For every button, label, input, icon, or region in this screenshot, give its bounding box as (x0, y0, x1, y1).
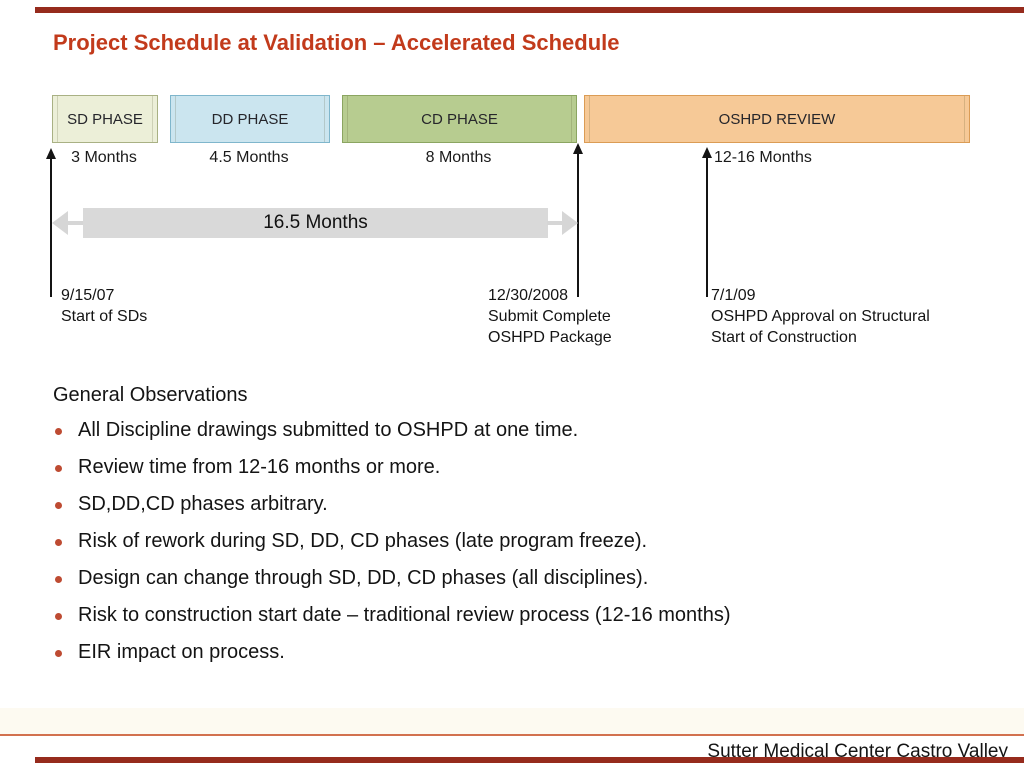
list-item: All Discipline drawings submitted to OSH… (53, 419, 953, 442)
bottom-accent-bar (35, 757, 1024, 763)
milestone-annotation-start-of-sds: 9/15/07 Start of SDs (61, 285, 147, 327)
milestone-line-start (50, 158, 52, 297)
phase-label-oshpd-review: OSHPD REVIEW (718, 110, 836, 128)
milestone-desc: Start of SDs (61, 308, 148, 325)
milestone-desc: Submit Complete (488, 308, 611, 325)
milestone-annotation-oshpd-approval: 7/1/09 OSHPD Approval on Structural Star… (711, 285, 930, 348)
milestone-line-approval (706, 157, 708, 297)
milestone-date: 9/15/07 (61, 287, 115, 304)
observations-heading: General Observations (53, 384, 248, 406)
phase-box-oshpd-review: OSHPD REVIEW (584, 95, 970, 143)
milestone-date: 12/30/2008 (488, 287, 569, 304)
phase-box-sd: SD PHASE (52, 95, 158, 143)
up-arrow-icon (573, 143, 583, 154)
phase-box-cd: CD PHASE (342, 95, 577, 143)
duration-label-sd: 3 Months (71, 149, 137, 166)
phase-label-dd: DD PHASE (211, 110, 289, 128)
left-arrowhead-icon (52, 211, 68, 235)
duration-label-cd: 8 Months (425, 149, 492, 166)
phase-label-sd: SD PHASE (67, 110, 143, 128)
milestone-line-submit (577, 153, 579, 297)
arrow-shaft (64, 221, 84, 225)
observations-list: All Discipline drawings submitted to OSH… (53, 419, 953, 678)
milestone-annotation-submit-package: 12/30/2008 Submit Complete OSHPD Package (488, 285, 612, 348)
footer-divider-line (0, 734, 1024, 736)
milestone-desc: OSHPD Package (488, 329, 612, 346)
total-duration-label: 16.5 Months (263, 212, 368, 233)
up-arrow-icon (46, 148, 56, 159)
slide-title: Project Schedule at Validation – Acceler… (53, 30, 620, 55)
up-arrow-icon (702, 147, 712, 158)
footer-band (0, 708, 1024, 734)
list-item: Review time from 12-16 months or more. (53, 456, 953, 479)
arrow-shaft (547, 221, 563, 225)
list-item: EIR impact on process. (53, 641, 953, 664)
phase-box-dd: DD PHASE (170, 95, 330, 143)
top-accent-bar (35, 7, 1024, 13)
milestone-desc: Start of Construction (711, 329, 857, 346)
duration-label-dd: 4.5 Months (209, 149, 289, 166)
milestone-date: 7/1/09 (711, 287, 756, 304)
milestone-desc: OSHPD Approval on Structural (711, 308, 930, 325)
list-item: Design can change through SD, DD, CD pha… (53, 567, 953, 590)
right-arrowhead-icon (562, 211, 578, 235)
list-item: SD,DD,CD phases arbitrary. (53, 493, 953, 516)
list-item: Risk of rework during SD, DD, CD phases … (53, 530, 953, 553)
footer-org-name: Sutter Medical Center Castro Valley (707, 741, 1008, 762)
list-item: Risk to construction start date – tradit… (53, 604, 953, 627)
total-duration-bar: 16.5 Months (83, 208, 548, 238)
phase-label-cd: CD PHASE (421, 110, 498, 128)
duration-label-oshpd-review: 12-16 Months (714, 149, 812, 166)
